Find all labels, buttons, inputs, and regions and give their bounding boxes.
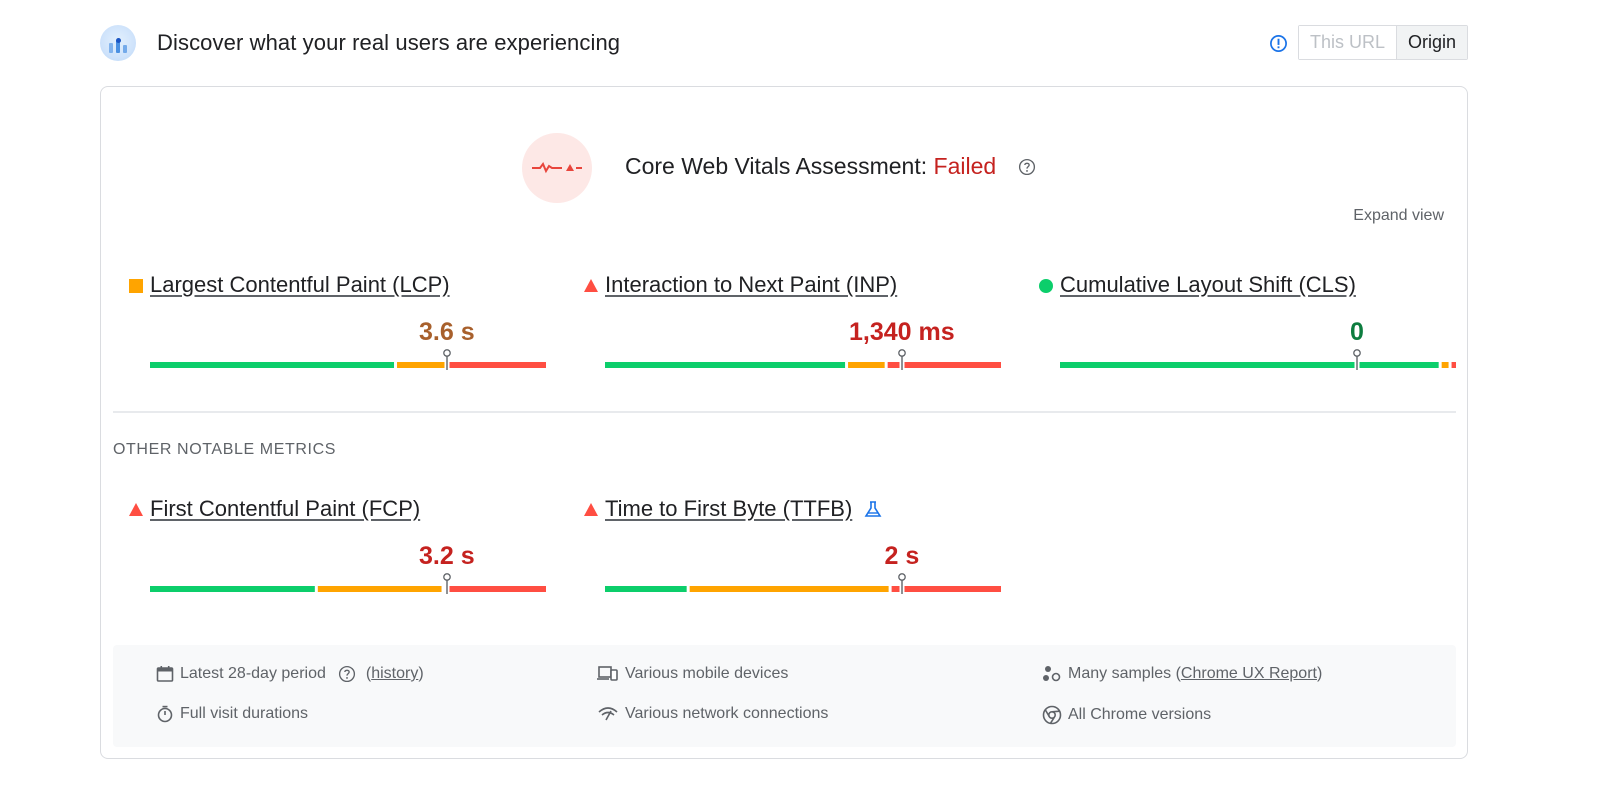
good-segment <box>605 586 687 592</box>
url-origin-toggle: This URL Origin <box>1298 25 1468 60</box>
metric-rating-marker <box>583 502 599 523</box>
percentile-pin <box>443 573 451 594</box>
info-icon[interactable] <box>1269 34 1288 53</box>
network-label: Various network connections <box>625 705 829 722</box>
other-metrics-heading: OTHER NOTABLE METRICS <box>113 441 336 458</box>
distribution-bar <box>150 349 546 370</box>
chrome-versions-label: All Chrome versions <box>1068 706 1212 723</box>
needs-improvement-segment <box>848 362 885 368</box>
metric-name-link[interactable]: First Contentful Paint (FCP) <box>150 496 421 521</box>
percentile-pin <box>1353 349 1361 370</box>
help-icon[interactable] <box>1018 158 1036 176</box>
network-icon <box>598 707 618 721</box>
chrome-versions-info: All Chrome versions <box>1042 705 1211 725</box>
assessment-label: Core Web Vitals Assessment: <box>625 153 934 179</box>
devices-info: Various mobile devices <box>597 665 788 683</box>
metric-value: 0 <box>1350 318 1364 346</box>
history-link[interactable]: history <box>371 665 419 682</box>
divider <box>113 411 1456 413</box>
needs-improvement-segment <box>317 586 442 592</box>
poor-segment <box>1451 362 1456 368</box>
metric-value: 2 s <box>884 542 920 570</box>
percentile-pin <box>898 573 906 594</box>
network-info: Various network connections <box>597 705 828 723</box>
metric-name-link[interactable]: Time to First Byte (TTFB) <box>605 496 853 521</box>
metric-rating-marker <box>128 278 144 299</box>
visit-duration-info: Full visit durations <box>156 705 308 723</box>
metric-inp: Interaction to Next Paint (INP) 1,340 ms <box>583 272 1013 372</box>
good-segment <box>150 586 315 592</box>
distribution-bar <box>150 573 546 594</box>
metric-rating-marker <box>583 278 599 299</box>
samples-icon <box>1043 666 1061 682</box>
assessment-failed-icon <box>522 133 592 203</box>
distribution-bar <box>605 349 1001 370</box>
samples-info: Many samples (Chrome UX Report) <box>1042 665 1322 683</box>
origin-button[interactable]: Origin <box>1397 26 1467 59</box>
good-segment <box>150 362 395 368</box>
samples-suffix: ) <box>1316 665 1323 682</box>
crux-report-icon <box>100 25 136 61</box>
average-square-icon <box>129 279 143 293</box>
metric-fcp: First Contentful Paint (FCP) 3.2 s <box>128 496 558 596</box>
percentile-pin <box>898 349 906 370</box>
chrome-icon <box>1042 705 1062 725</box>
samples-prefix: Many samples ( <box>1068 665 1181 682</box>
help-icon[interactable] <box>338 665 356 683</box>
metric-rating-marker <box>128 502 144 523</box>
needs-improvement-segment <box>689 586 889 592</box>
chrome-ux-report-link[interactable]: Chrome UX Report <box>1180 665 1317 682</box>
metric-name-link[interactable]: Cumulative Layout Shift (CLS) <box>1060 272 1356 297</box>
devices-label: Various mobile devices <box>625 665 789 682</box>
metric-cls: Cumulative Layout Shift (CLS) 0 <box>1038 272 1468 372</box>
period-label: Latest 28-day period <box>180 665 326 682</box>
poor-segment <box>448 362 546 368</box>
data-source-footer: Latest 28-day period (history) Full visi… <box>113 645 1456 747</box>
poor-segment <box>444 586 546 592</box>
metric-ttfb: Time to First Byte (TTFB) 2 s <box>583 496 1013 596</box>
metric-name-link[interactable]: Largest Contentful Paint (LCP) <box>150 272 450 297</box>
good-circle-icon <box>1039 279 1053 293</box>
field-data-header: Discover what your real users are experi… <box>100 22 1468 66</box>
visit-duration-label: Full visit durations <box>180 705 309 722</box>
metric-value: 3.6 s <box>419 318 475 346</box>
poor-triangle-icon <box>584 503 598 516</box>
calendar-icon <box>156 666 174 682</box>
experimental-flask-icon <box>864 501 882 517</box>
page-title: Discover what your real users are experi… <box>157 30 621 55</box>
good-segment <box>605 362 846 368</box>
metric-name-link[interactable]: Interaction to Next Paint (INP) <box>605 272 898 297</box>
needs-improvement-segment <box>1441 362 1449 368</box>
period-info: Latest 28-day period (history) <box>156 665 424 683</box>
poor-triangle-icon <box>584 279 598 292</box>
poor-segment <box>887 362 1001 368</box>
needs-improvement-segment <box>397 362 446 368</box>
assessment-status: Failed <box>933 153 997 179</box>
distribution-bar <box>605 573 1001 594</box>
metric-value: 1,340 ms <box>849 318 955 346</box>
expand-view-link[interactable]: Expand view <box>1353 207 1444 224</box>
metric-value: 3.2 s <box>419 542 475 570</box>
good-segment <box>1060 362 1439 368</box>
field-data-card: Core Web Vitals Assessment: Failed Expan… <box>100 86 1468 759</box>
poor-segment <box>891 586 1001 592</box>
percentile-pin <box>443 349 451 370</box>
devices-icon <box>597 666 618 681</box>
distribution-bar <box>1060 349 1456 370</box>
metric-lcp: Largest Contentful Paint (LCP) 3.6 s <box>128 272 558 372</box>
this-url-button[interactable]: This URL <box>1299 26 1397 59</box>
metric-rating-marker <box>1038 278 1054 299</box>
assessment-title: Core Web Vitals Assessment: Failed <box>625 153 996 180</box>
poor-triangle-icon <box>129 503 143 516</box>
stopwatch-icon <box>157 705 173 723</box>
